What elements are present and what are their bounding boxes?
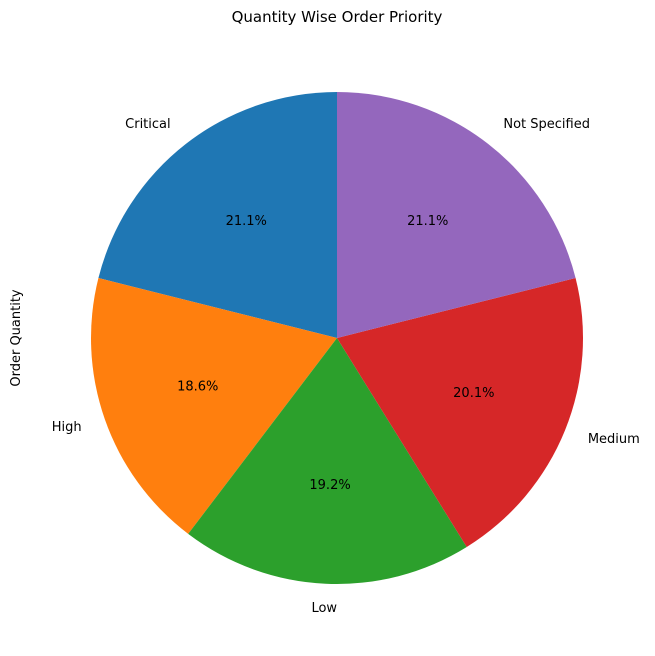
chart-title: Quantity Wise Order Priority xyxy=(232,8,443,26)
pie-value-label-critical: 21.1% xyxy=(226,214,267,229)
pie-category-label-critical: Critical xyxy=(125,117,170,132)
pie-slices xyxy=(91,91,583,584)
pie-category-label-not-specified: Not Specified xyxy=(503,117,590,132)
pie-slice-high xyxy=(91,278,338,534)
pie-slice-medium xyxy=(337,278,583,548)
pie-value-label-not-specified: 21.1% xyxy=(407,214,448,229)
pie-value-label-low: 19.2% xyxy=(309,478,350,493)
pie-labels: 21.1% Critical 18.6% High 19.2% Low 20.1% Mediu… xyxy=(52,117,640,616)
pie-slice-low xyxy=(188,338,467,584)
pie-category-label-high: High xyxy=(52,420,82,435)
y-axis-label: Order Quantity xyxy=(9,289,24,387)
pie-slice-critical xyxy=(98,92,338,338)
pie-value-label-high: 18.6% xyxy=(177,379,218,394)
pie-value-label-medium: 20.1% xyxy=(453,386,494,401)
pie-category-label-medium: Medium xyxy=(588,432,640,447)
pie-slice-not-specified xyxy=(337,91,576,339)
pie-category-label-low: Low xyxy=(311,601,337,616)
